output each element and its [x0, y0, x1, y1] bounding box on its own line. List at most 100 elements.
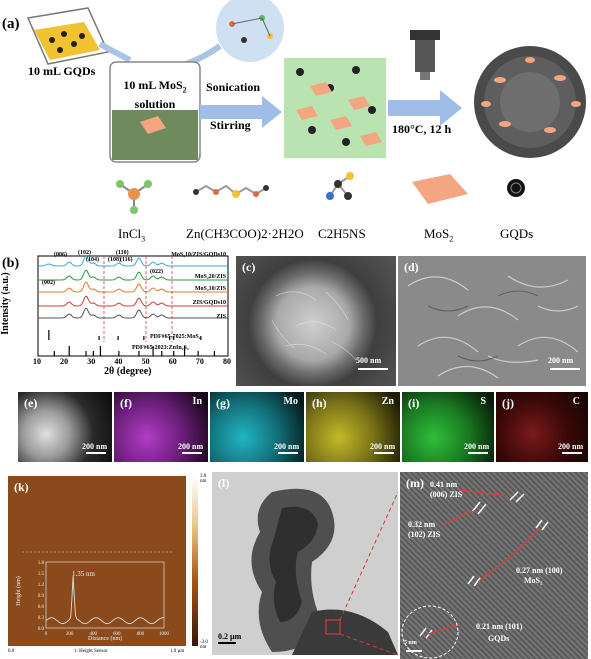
hrtem-annot-3-value: 0.27 nm (100)	[516, 566, 563, 575]
arrow-hydrothermal	[388, 90, 462, 126]
mos2-solution-line2: solution	[134, 97, 176, 112]
tem-image: (l) 0.2 µm	[212, 472, 398, 655]
hrtem-annot-2-value: 0.32 nm	[408, 520, 436, 529]
eds-s-element: S	[480, 396, 486, 407]
xrd-peak-label: (102)	[78, 250, 91, 256]
sem-c-scalebar	[358, 368, 388, 370]
afm-profile-curve	[45, 575, 165, 625]
eds-i-scalebar	[468, 452, 488, 454]
panel-label-m: (m)	[406, 476, 424, 490]
panel-label-j: (j)	[502, 396, 514, 410]
xrd-xtick-label: 80	[223, 357, 231, 366]
eds-c-element: C	[572, 396, 580, 407]
eds-mo-element: Mo	[283, 396, 298, 407]
legend-mos2: MoS2	[424, 226, 453, 244]
arrow-sonication	[200, 96, 282, 128]
eds-f-scale-label: 200 nm	[178, 442, 204, 451]
sem-d-texture	[407, 275, 579, 379]
xrd-peak-label: (002)	[42, 280, 55, 286]
afm-inset-ytick: 0.9	[38, 594, 45, 599]
gqd-particle-icon	[507, 179, 525, 197]
xrd-panel: (b) Intensity (a.u.) 2θ (degree) 10 20 30 4…	[0, 250, 236, 380]
eds-map-zn: (h) Zn 200 nm	[306, 392, 400, 462]
sem-d-scalebar	[550, 368, 580, 370]
xrd-series-line-3	[38, 295, 228, 307]
sem-image-d: (d) 200 nm	[398, 256, 586, 386]
afm-inset-ylabel: Height (nm)	[15, 576, 22, 606]
xrd-series-label: MoS₂10/ZIS/GQDs10	[171, 252, 226, 258]
xrd-xtick-label: 60	[168, 357, 177, 366]
hrtem-scalebar	[406, 650, 422, 652]
xrd-series-label: MoS₂20/ZIS	[194, 274, 226, 280]
eds-map-e: (e) 200 nm	[18, 392, 112, 462]
tem-scalebar	[218, 642, 236, 644]
afm-inset-value: 1.35 nm	[72, 570, 95, 578]
legend-mos2-text: MoS	[424, 226, 450, 241]
flower-sphere-icon	[474, 46, 586, 158]
xrd-xtick-label: 70	[195, 357, 204, 366]
eds-h-scalebar	[374, 452, 394, 454]
afm-panel: (k) 0.0 0.3 0.6 0.9 1.2 1.5 1.8 0 200 400 600 800 10…	[4, 472, 210, 659]
gqd-beaker-icon	[26, 7, 110, 65]
xrd-series-label: MoS₂10/ZIS	[194, 286, 226, 292]
eds-map-c: (j) C 200 nm	[496, 392, 588, 462]
mos2-beaker-icon	[109, 61, 201, 163]
tem-particle	[251, 488, 398, 655]
xrd-pdf-mos2: PDF#65-7025:MoS₂	[150, 334, 201, 340]
hrtem-scale-label: 5 nm	[404, 640, 417, 646]
pour-arrow	[98, 41, 132, 63]
step-stirring-label: Stirring	[210, 118, 251, 132]
xrd-peak-label: (104)	[86, 257, 99, 263]
xrd-xtick-label: 40	[114, 357, 123, 366]
mos2-solution-line1: 10 mL MoS	[123, 78, 183, 92]
panel-label-k: (k)	[14, 480, 29, 494]
xrd-series-line-2	[38, 281, 228, 293]
hrtem-annotations	[401, 489, 549, 659]
afm-inset-xtick: 400	[89, 632, 97, 637]
xrd-peak-label: (108)	[108, 257, 121, 263]
panel-label-b: (b)	[2, 256, 20, 271]
eds-h-scale-label: 200 nm	[370, 442, 396, 451]
afm-colorbar	[192, 476, 198, 646]
afm-image: (k) 0.0 0.3 0.6 0.9 1.2 1.5 1.8 0 200 400 600 800 10…	[8, 476, 186, 646]
mos2-solution-sub: 2	[182, 85, 187, 95]
panel-label-g: (g)	[216, 396, 230, 410]
xrd-peak-label: (110)	[116, 250, 129, 256]
eds-map-s: (i) S 200 nm	[402, 392, 494, 462]
panel-label-d: (d)	[404, 260, 419, 274]
hrtem-image: (m) 0.41 nm (006) ZIS 0.32 nm (102) ZIS …	[400, 472, 588, 659]
mos2-sheet-icon	[412, 174, 468, 204]
legend-incl3-sub: 3	[141, 234, 146, 244]
afm-inset-xtick: 200	[66, 632, 74, 637]
afm-inset-ytick: 0.3	[38, 616, 45, 621]
step-hydrothermal-label: 180°C, 12 h	[392, 122, 452, 136]
xrd-series-line-0	[38, 255, 228, 267]
mos2-solution-label: 10 mL MoS2 solution	[118, 78, 192, 111]
zinc-acetate-molecule-icon	[193, 184, 269, 198]
panel-label-l: (l)	[218, 476, 230, 490]
gqds-volume-label: 10 mL GQDs	[28, 64, 96, 78]
eds-f-scalebar	[182, 452, 202, 454]
xrd-series-line-4	[38, 307, 228, 319]
xrd-peak-label: (022)	[150, 269, 163, 275]
afm-inset-ytick: 1.8	[38, 561, 45, 566]
sem-c-scale-label: 500 nm	[356, 356, 382, 365]
panel-label-c: (c)	[242, 260, 256, 274]
legend-zinc-acetate: Zn(CH3COO)2·2H2O	[186, 226, 304, 241]
hrtem-annot-4-plane: GQDs	[488, 634, 510, 643]
xrd-xtick-label: 50	[141, 357, 150, 366]
eds-zn-element: Zn	[381, 396, 394, 407]
afm-axis-right: 1.0 µm	[170, 649, 185, 654]
step-sonication-label: Sonication	[206, 80, 261, 94]
hrtem-annot-1-value: 0.41 nm	[430, 480, 458, 489]
xrd-ylabel: Intensity (a.u.)	[0, 272, 11, 335]
eds-g-scale-label: 200 nm	[274, 442, 300, 451]
eds-e-scalebar	[86, 452, 106, 454]
xrd-xtick-label: 10	[33, 357, 41, 366]
sem-image-c: (c) 500 nm	[236, 256, 396, 386]
eds-j-scale-label: 200 nm	[558, 442, 584, 451]
panel-label-i: (i)	[408, 396, 420, 410]
reagent-bubble-icon	[216, 0, 284, 62]
tem-zoom-line-bottom	[339, 633, 398, 655]
afm-inset-xtick: 0	[45, 632, 48, 637]
